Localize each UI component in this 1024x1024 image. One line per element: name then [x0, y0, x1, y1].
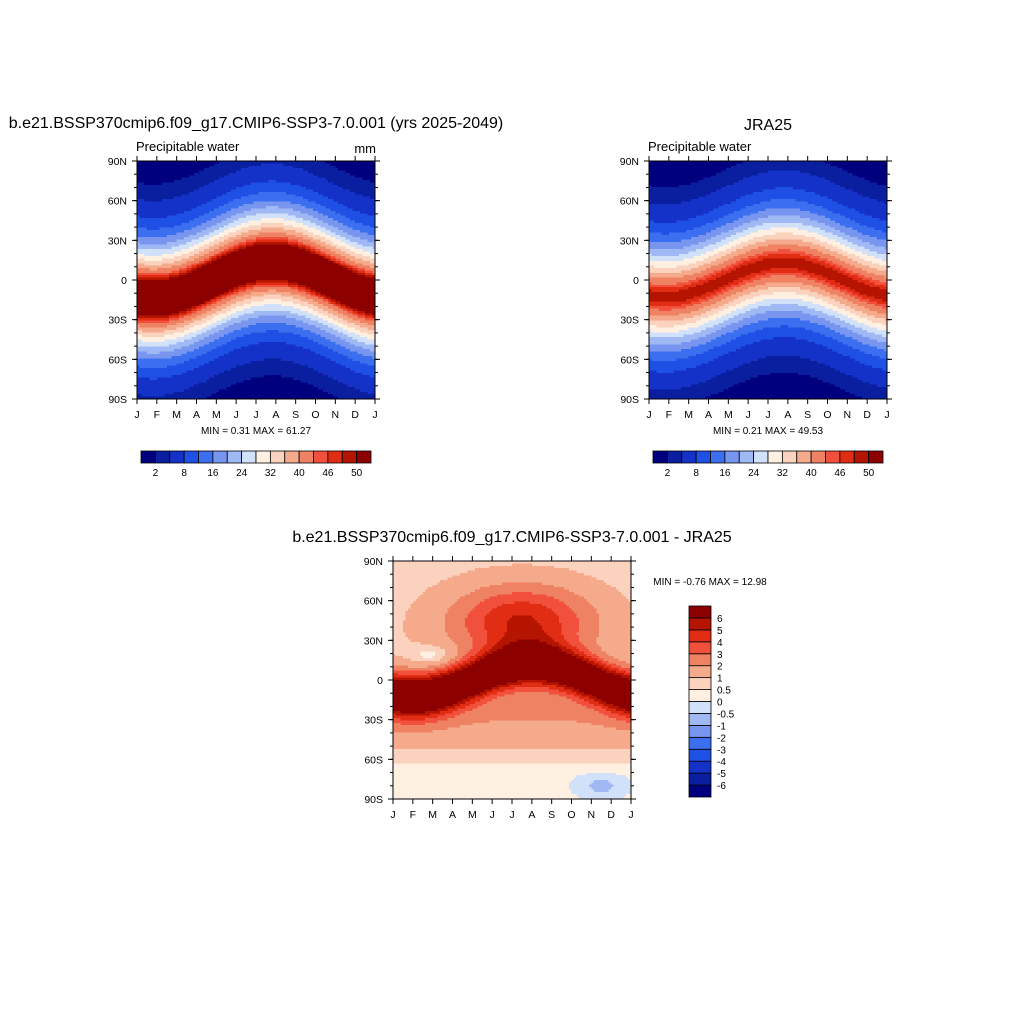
right-string: mm [354, 141, 376, 156]
panel-model: b.e21.BSSP370cmip6.f09_g17.CMIP6-SSP3-7.… [9, 115, 504, 479]
left-string: Precipitable water [136, 139, 240, 154]
panel-title: b.e21.BSSP370cmip6.f09_g17.CMIP6-SSP3-7.… [9, 115, 504, 132]
contour-fill [137, 161, 376, 400]
